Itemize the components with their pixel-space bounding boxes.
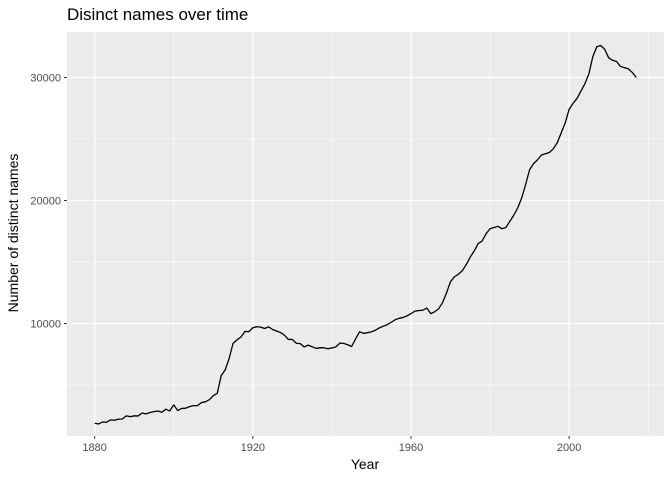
series-line bbox=[94, 44, 637, 425]
plot-panel bbox=[67, 32, 664, 436]
y-axis-title: Number of distinct names bbox=[5, 154, 21, 313]
x-tick-label: 1960 bbox=[399, 442, 423, 454]
x-axis-ticks: 1880 1920 1960 2000 bbox=[82, 436, 581, 454]
x-tick-label: 2000 bbox=[557, 442, 581, 454]
major-gridlines bbox=[67, 32, 664, 436]
y-tick-label: 30000 bbox=[30, 73, 61, 85]
x-axis-title: Year bbox=[351, 456, 380, 472]
x-tick-label: 1920 bbox=[241, 442, 265, 454]
minor-gridlines bbox=[67, 32, 664, 436]
x-tick-label: 1880 bbox=[82, 442, 106, 454]
y-tick-label: 20000 bbox=[30, 195, 61, 207]
y-tick-label: 10000 bbox=[30, 318, 61, 330]
chart-title: Disinct names over time bbox=[67, 5, 248, 24]
y-axis-ticks: 10000 20000 30000 bbox=[30, 73, 67, 330]
